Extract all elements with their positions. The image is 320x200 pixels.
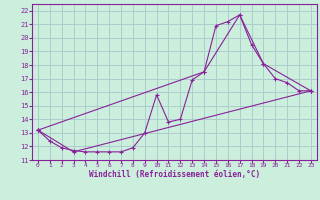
X-axis label: Windchill (Refroidissement éolien,°C): Windchill (Refroidissement éolien,°C): [89, 170, 260, 179]
